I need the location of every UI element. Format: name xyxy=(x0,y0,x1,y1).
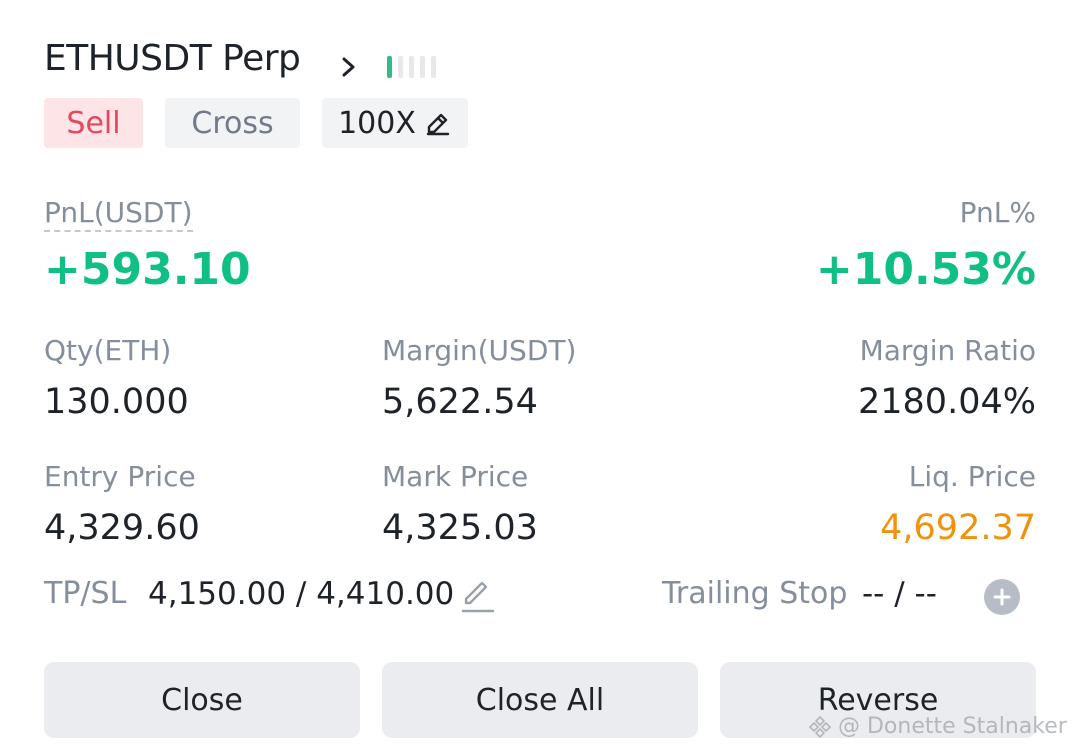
leverage-button[interactable]: 100X xyxy=(322,98,468,148)
side-badge: Sell xyxy=(44,98,143,148)
watermark: @ Donette Stalnaker xyxy=(808,714,1067,739)
reverse-button[interactable]: Reverse xyxy=(720,662,1036,738)
symbol-title[interactable]: ETHUSDT Perp xyxy=(44,38,301,79)
leverage-label: 100X xyxy=(338,105,416,141)
mark-price-label: Mark Price xyxy=(382,460,529,493)
adl-bar xyxy=(387,56,392,78)
plus-circle-icon[interactable] xyxy=(984,579,1020,615)
adl-bar xyxy=(409,56,414,78)
adl-indicator xyxy=(387,56,436,78)
tpsl-label: TP/SL xyxy=(44,576,127,611)
trailing-stop-label: Trailing Stop xyxy=(662,576,848,611)
pnl-percent-value: +10.53% xyxy=(815,244,1036,295)
watermark-text: @ Donette Stalnaker xyxy=(838,714,1067,739)
entry-price-label: Entry Price xyxy=(44,460,196,493)
adl-bar xyxy=(398,56,403,78)
liq-price-value: 4,692.37 xyxy=(880,508,1036,548)
margin-label: Margin(USDT) xyxy=(382,334,577,367)
trailing-stop-value: -- / -- xyxy=(862,576,937,612)
margin-ratio-label: Margin Ratio xyxy=(859,334,1036,367)
adl-bar xyxy=(420,56,425,78)
margin-ratio-value: 2180.04% xyxy=(858,382,1036,422)
close-button[interactable]: Close xyxy=(44,662,360,738)
margin-value: 5,622.54 xyxy=(382,382,538,422)
pnl-label[interactable]: PnL(USDT) xyxy=(44,196,193,232)
adl-bar xyxy=(431,56,436,78)
margin-mode-badge: Cross xyxy=(165,98,300,148)
qty-label: Qty(ETH) xyxy=(44,334,172,367)
liq-price-label: Liq. Price xyxy=(908,460,1036,493)
binance-logo-icon xyxy=(808,715,832,738)
entry-price-value: 4,329.60 xyxy=(44,508,200,548)
chevron-right-icon[interactable] xyxy=(338,54,360,80)
mark-price-value: 4,325.03 xyxy=(382,508,538,548)
pencil-icon xyxy=(426,113,450,136)
pnl-percent-label: PnL% xyxy=(959,196,1036,229)
edit-icon[interactable] xyxy=(460,578,496,614)
tpsl-value: 4,150.00 / 4,410.00 xyxy=(148,576,455,612)
close-all-button[interactable]: Close All xyxy=(382,662,698,738)
pnl-value: +593.10 xyxy=(44,244,251,295)
qty-value: 130.000 xyxy=(44,382,189,422)
